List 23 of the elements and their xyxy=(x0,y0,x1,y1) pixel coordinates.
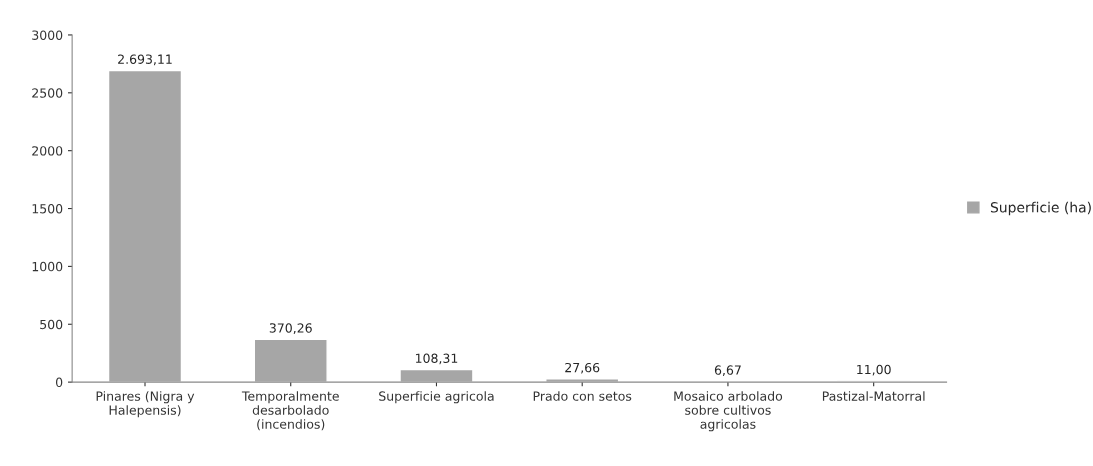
y-tick-label: 1000 xyxy=(32,261,63,272)
y-tick-label: 1500 xyxy=(32,204,63,214)
data-label: 27,66 xyxy=(565,362,600,374)
x-tick-label: Temporalmente desarbolado (incendios) xyxy=(241,391,339,431)
x-tick-label: Pinares (Nigra y Halepensis) xyxy=(96,391,195,418)
bar xyxy=(253,338,328,383)
bar xyxy=(399,368,474,383)
data-label: 2.693,11 xyxy=(118,54,172,66)
legend-label: Superficie (ha) xyxy=(990,201,1091,216)
x-tick-label: Pastizal-Matorral xyxy=(822,391,925,401)
y-tick-label: 2000 xyxy=(32,146,63,156)
x-tick-label: Mosaico arbolado sobre cultivos agricolas xyxy=(674,391,783,432)
y-tick-label: 500 xyxy=(40,319,63,330)
data-label: 108,31 xyxy=(415,353,458,365)
y-tick-label: 3000 xyxy=(32,30,63,40)
x-tick-label: Prado con setos xyxy=(533,391,632,401)
bar xyxy=(107,69,183,383)
y-tick-label: 2500 xyxy=(32,88,63,98)
x-tick-label: Superficie agricola xyxy=(379,391,494,404)
y-tick-label: 0 xyxy=(55,377,63,388)
data-label: 11,00 xyxy=(857,364,891,376)
data-label: 6,67 xyxy=(714,365,741,377)
data-label: 370,26 xyxy=(269,323,312,334)
